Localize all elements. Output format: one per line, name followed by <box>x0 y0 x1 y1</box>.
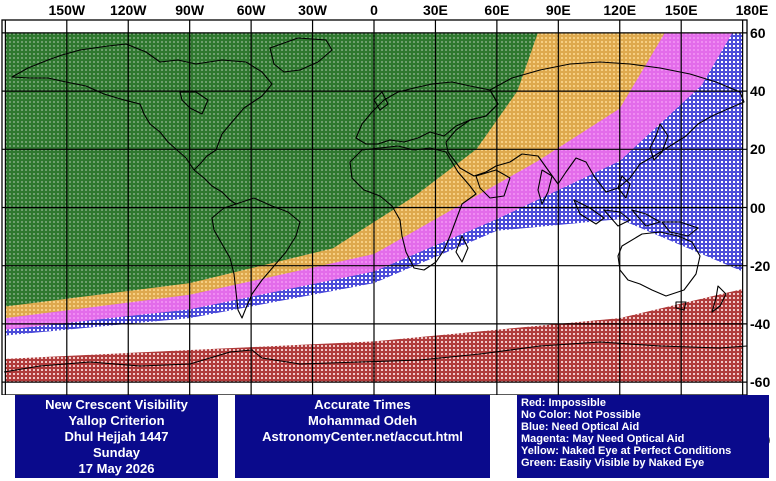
title-panel: New Crescent Visibility Yallop Criterion… <box>15 395 218 478</box>
credit-panel: Accurate Times Mohammad Odeh AstronomyCe… <box>235 395 490 478</box>
longitude-label: 0 <box>370 2 378 18</box>
longitude-label: 120W <box>109 2 147 18</box>
world-map-svg <box>1 19 748 396</box>
legend-item-blue: Blue: Need Optical Aid <box>521 421 640 433</box>
legend-item-yellow: Yellow: Naked Eye at Perfect Conditions <box>521 445 732 457</box>
credit-url: AstronomyCenter.net/accut.html <box>262 429 463 444</box>
legend-item-green: Green: Easily Visible by Naked Eye <box>521 457 705 469</box>
latitude-label: -20 <box>750 257 771 274</box>
longitude-label: 180E <box>735 2 769 18</box>
title-line: Sunday <box>93 445 140 460</box>
longitude-label: 150E <box>664 2 698 18</box>
visibility-map: 150W 120W 90W 60W 30W 0 30E 60E 90E 120E 150E 180E … <box>1 2 771 449</box>
title-line: 17 May 2026 <box>78 461 155 476</box>
latitude-label: 20 <box>750 141 766 158</box>
zone-green <box>5 32 538 307</box>
latitude-label: -60 <box>750 374 771 391</box>
credit-line: Mohammad Odeh <box>307 413 418 428</box>
latitude-label: 60 <box>750 24 766 41</box>
graticule <box>2 20 747 395</box>
legend-item-red: Red: Impossible <box>521 397 606 409</box>
title-line: Yallop Criterion <box>68 413 165 428</box>
coastlines <box>3 37 747 373</box>
longitude-label: 90E <box>545 2 571 18</box>
longitude-label: 150W <box>48 2 86 18</box>
latitude-label: 40 <box>750 83 766 100</box>
longitude-label: 120E <box>603 2 637 18</box>
longitude-label: 60E <box>484 2 510 18</box>
longitude-label: 30W <box>298 2 327 18</box>
title-line: Dhul Hejjah 1447 <box>64 429 169 444</box>
longitude-label: 90W <box>175 2 205 18</box>
title-line: New Crescent Visibility <box>45 397 188 412</box>
latitude-label: 00 <box>750 199 766 216</box>
legend-item-no-color: No Color: Not Possible <box>521 409 641 421</box>
longitude-label: 30E <box>422 2 448 18</box>
longitude-label: 60W <box>236 2 266 18</box>
legend-panel: Red: Impossible No Color: Not Possible B… <box>517 395 769 478</box>
credit-line: Accurate Times <box>314 397 411 412</box>
latitude-label: -40 <box>750 315 771 332</box>
legend-item-magenta: Magenta: May Need Optical Aid <box>521 433 685 445</box>
